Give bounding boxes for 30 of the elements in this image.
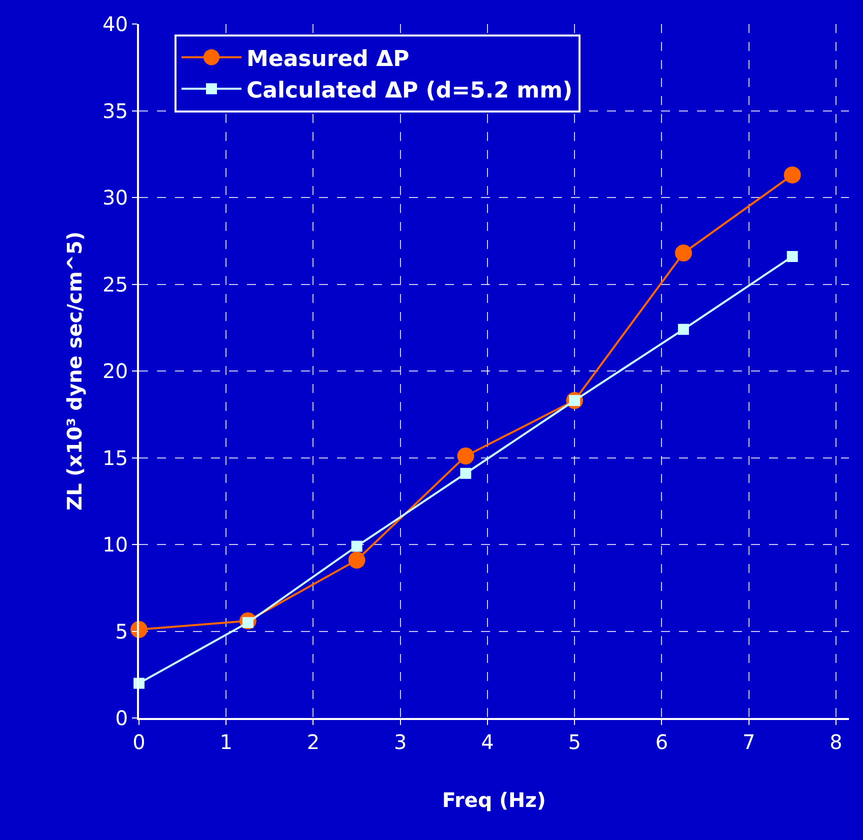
x-tick-label: 0	[132, 730, 146, 754]
x-tick-label: 6	[655, 730, 668, 754]
point	[348, 552, 366, 569]
point	[784, 166, 801, 184]
x-axis-title: Freq (Hz)	[442, 788, 546, 812]
x-tick-label: 3	[394, 730, 407, 754]
x-tick-label: 2	[306, 730, 320, 754]
y-tick-label: 5	[115, 619, 128, 644]
y-tick-label: 0	[115, 706, 128, 730]
y-tick-label: 35	[102, 98, 128, 123]
y-tick-label: 40	[102, 12, 128, 36]
legend-label: Calculated ΔP (d=5.2 mm)	[246, 78, 573, 104]
point	[674, 244, 692, 262]
x-tick-label: 1	[220, 730, 232, 754]
legend-label: Measured ΔP	[246, 46, 410, 72]
y-tick-label: 25	[102, 272, 128, 296]
x-tick-label: 4	[481, 730, 494, 754]
y-tick-label: 20	[102, 359, 128, 383]
point	[786, 250, 798, 262]
point	[678, 324, 689, 335]
y-tick-label: 30	[102, 186, 128, 210]
y-tick-label: 15	[102, 446, 128, 470]
y-tick-label: 10	[102, 532, 128, 556]
y-axis-title: ZL (x10³ dyne sec/cm^5)	[62, 231, 87, 511]
x-tick-label: 5	[568, 730, 581, 754]
point	[351, 540, 362, 552]
x-tick-label: 7	[742, 730, 756, 754]
x-tick-label: 8	[830, 730, 842, 754]
point	[457, 448, 474, 465]
point	[460, 468, 472, 479]
